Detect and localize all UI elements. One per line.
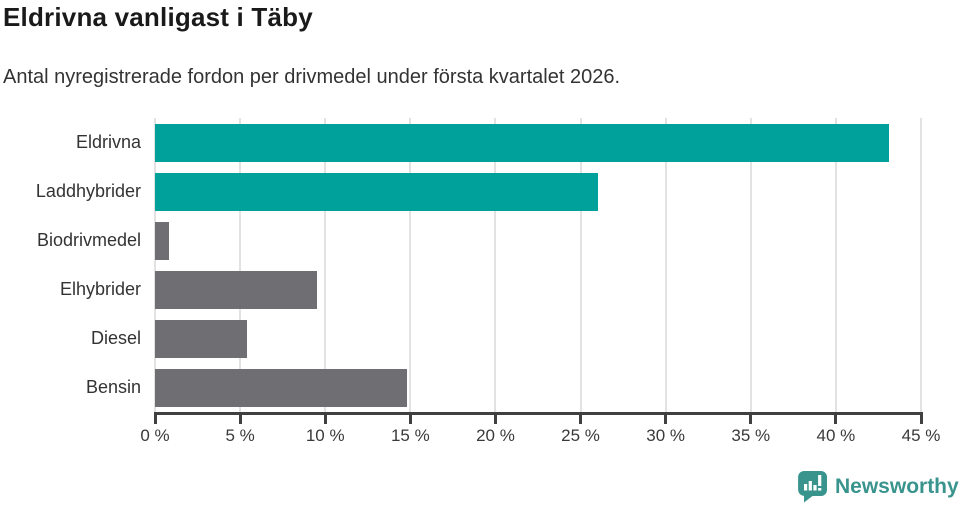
x-axis-tick [323,412,327,424]
x-axis-tick [834,412,838,424]
x-axis-ticklabel: 0 % [140,426,170,445]
bar-laddhybrider [155,172,598,211]
x-axis-ticklabel: 10 % [305,426,345,445]
plot-area [153,118,923,424]
category-label-elhybrider: Elhybrider [59,279,141,299]
gridline [749,118,752,412]
brand-name: Newsworthy [835,474,959,498]
gridline [920,118,922,412]
gridline [324,118,327,412]
x-axis-tick [664,412,668,424]
x-axis-ticklabel: 15 % [390,426,430,445]
x-axis-ticklabel: 25 % [561,426,600,445]
x-axis-tick [238,412,242,424]
bar-diesel [155,319,247,358]
gridline [664,118,667,412]
x-axis-tick [493,412,497,424]
newsworthy-logo-icon [798,471,827,503]
gridline [239,118,242,412]
bar-biodrivmedel [155,221,169,260]
x-axis-ticklabel: 30 % [646,426,686,445]
x-axis-tick [919,412,923,424]
chart-title: Eldrivna vanligast i Täby [3,2,313,32]
x-axis-tick [579,412,583,424]
chart-subtitle: Antal nyregistrerade fordon per drivmede… [3,66,621,88]
category-label-biodrivmedel: Biodrivmedel [36,230,141,250]
category-labels: Eldrivna Laddhybrider Biodrivmedel Elhybrid… [0,118,141,412]
x-axis-tick [153,412,157,424]
category-label-bensin: Bensin [85,377,141,397]
gridline [494,118,497,412]
bar-bensin [155,368,407,407]
x-axis-ticklabel: 45 % [901,426,941,445]
category-label-eldrivna: Eldrivna [75,132,141,152]
x-axis-ticklabel: 20 % [476,426,515,445]
gridline [579,118,582,412]
x-axis-ticklabel: 40 % [816,426,856,445]
x-axis-tick [749,412,753,424]
category-label-laddhybrider: Laddhybrider [35,181,141,201]
bar-eldrivna [155,123,889,162]
brand-footer: Newsworthy [797,470,959,503]
x-axis-tick [408,412,412,424]
category-label-diesel: Diesel [90,328,141,348]
bar-elhybrider [155,270,317,309]
x-axis-ticklabel: 5 % [225,426,255,445]
gridline [154,118,156,412]
gridline [409,118,412,412]
x-axis-ticklabel: 35 % [731,426,771,445]
x-axis-line [154,412,922,415]
x-axis-ticklabels: 0 % 5 % 10 % 15 % 20 % 25 % 30 % 35 % 40 % 45 % [140,426,940,450]
gridline [834,118,837,412]
